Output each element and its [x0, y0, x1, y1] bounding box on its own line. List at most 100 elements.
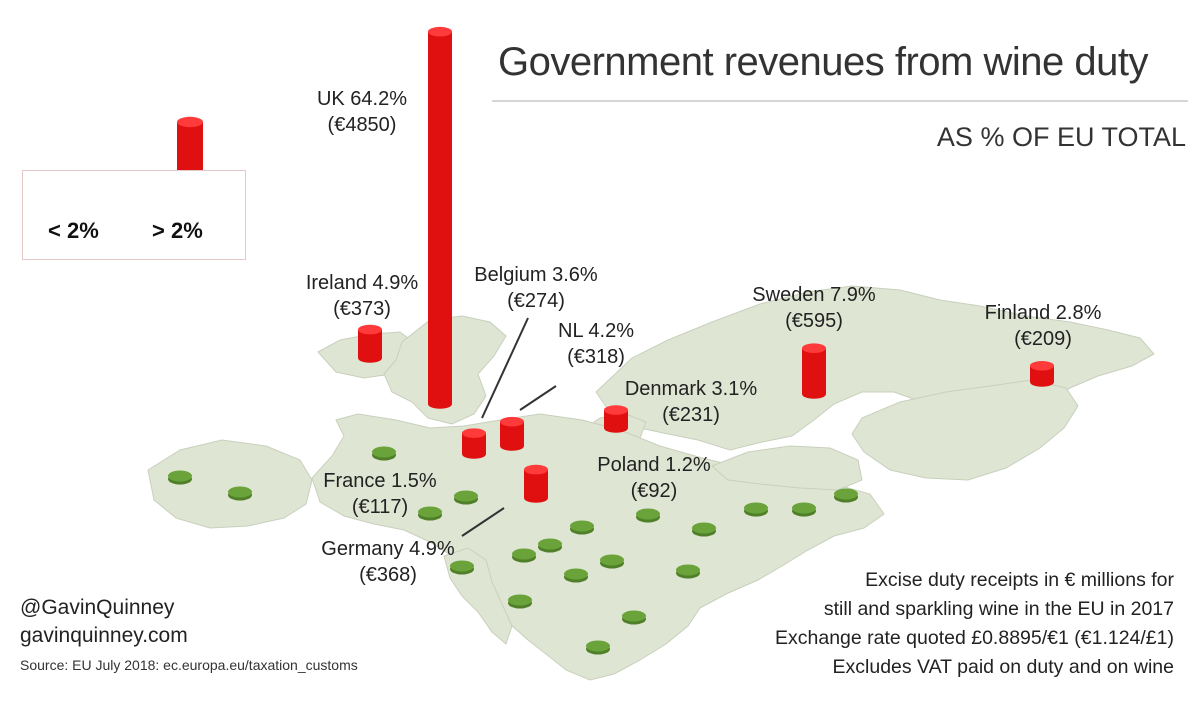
cylinder-germany: [524, 464, 548, 503]
green-marker: [538, 538, 562, 553]
green-marker: [450, 560, 474, 575]
cylinder-finland-base: [1030, 377, 1054, 387]
cylinder-denmark-base: [604, 423, 628, 433]
green-marker: [676, 564, 700, 579]
cylinder-belgium-body: [462, 433, 486, 454]
cylinder-sweden-body: [802, 348, 826, 394]
country-label-value: (€368): [359, 564, 417, 586]
cylinder-denmark-top: [604, 405, 628, 415]
green-marker-top: [450, 560, 474, 572]
legend-below-label: < 2%: [48, 218, 99, 243]
cylinder-uk-base: [428, 399, 452, 409]
legend-above-label: > 2%: [152, 218, 203, 243]
green-marker: [744, 502, 768, 517]
baltics-landmass: [711, 445, 863, 491]
green-marker-top: [538, 538, 562, 550]
cylinder-germany-top: [524, 464, 548, 475]
green-markers: [168, 446, 858, 655]
country-label-ireland: Ireland 4.9% (€373): [290, 270, 434, 322]
country-label-value: (€595): [785, 310, 843, 332]
green-marker: [564, 568, 588, 583]
country-label-value: (€318): [567, 346, 625, 368]
footnote-line: still and sparkling wine in the EU in 20…: [823, 598, 1174, 620]
country-label-name: Denmark 3.1%: [624, 378, 758, 400]
country-label-name: Sweden 7.9%: [752, 284, 876, 306]
country-label-denmark: Denmark 3.1% (€231): [610, 376, 772, 428]
cylinder-nl: [500, 416, 524, 451]
green-marker-top: [692, 522, 716, 534]
green-marker-top: [372, 446, 396, 458]
green-marker: [834, 488, 858, 503]
country-label-name: Poland 1.2%: [597, 454, 711, 476]
green-marker: [512, 548, 536, 563]
cylinder-denmark: [604, 405, 628, 433]
green-marker-top: [744, 502, 768, 514]
green-marker: [508, 594, 532, 609]
legend: [22, 170, 246, 260]
green-marker-top: [508, 594, 532, 606]
footnote-line: Excludes VAT paid on duty and on wine: [832, 656, 1174, 678]
cylinder-ireland-base: [358, 353, 382, 363]
cylinder-belgium-top: [462, 428, 486, 438]
green-marker: [570, 520, 594, 535]
green-marker-top: [418, 506, 442, 518]
green-marker-top: [570, 520, 594, 532]
nl-leader-line: [519, 385, 557, 411]
country-label-france: France 1.5% (€117): [306, 468, 454, 520]
country-label-name: France 1.5%: [323, 470, 437, 492]
cylinder-denmark-body: [604, 410, 628, 428]
green-marker: [692, 522, 716, 537]
germany-leader-line: [461, 507, 505, 537]
footnote-line: Exchange rate quoted £0.8895/€1 (€1.124/…: [775, 627, 1174, 649]
country-label-sweden: Sweden 7.9% (€595): [736, 282, 892, 334]
legend-red-cylinder-top: [177, 116, 203, 128]
country-label-name: Ireland 4.9%: [305, 272, 419, 294]
page-subtitle: AS % OF EU TOTAL: [936, 122, 1186, 152]
cylinder-uk: [428, 26, 452, 409]
country-label-finland: Finland 2.8% (€209): [968, 300, 1118, 352]
cylinder-nl-base: [500, 441, 524, 451]
cylinder-finland: [1030, 360, 1054, 387]
green-marker-top: [676, 564, 700, 576]
green-marker-top: [636, 508, 660, 520]
green-marker-top: [600, 554, 624, 566]
cylinder-belgium: [462, 428, 486, 459]
cylinder-ireland-top: [358, 324, 382, 335]
cylinder-sweden: [802, 343, 826, 399]
finland-landmass: [851, 379, 1079, 481]
country-label-name: Belgium 3.6%: [474, 264, 598, 286]
green-marker: [454, 490, 478, 505]
country-label-belgium: Belgium 3.6% (€274): [458, 262, 614, 314]
footnote-line: Excise duty receipts in € millions for: [865, 569, 1174, 591]
country-label-value: (€373): [333, 298, 391, 320]
green-marker: [372, 446, 396, 461]
red-cylinders: [358, 26, 1054, 503]
green-marker-top: [564, 568, 588, 580]
country-label-value: (€274): [507, 290, 565, 312]
country-label-value: (€117): [351, 496, 409, 518]
iberia-landmass: [147, 439, 313, 529]
green-marker-top: [586, 640, 610, 652]
cylinder-nl-top: [500, 416, 524, 427]
country-label-poland: Poland 1.2% (€92): [584, 452, 724, 504]
country-label-nl: NL 4.2% (€318): [528, 318, 664, 370]
green-marker: [622, 610, 646, 625]
green-marker: [418, 506, 442, 521]
country-label-name: Germany 4.9%: [321, 538, 455, 560]
cylinder-germany-base: [524, 493, 548, 503]
green-marker-top: [168, 470, 192, 482]
footnotes: Excise duty receipts in € millions for s…: [775, 566, 1174, 682]
belgium-leader-line: [481, 317, 529, 419]
title-divider: [492, 100, 1188, 102]
land-masses: [147, 285, 1155, 681]
green-marker-top: [834, 488, 858, 500]
cylinder-sweden-base: [802, 389, 826, 399]
green-marker: [228, 486, 252, 501]
green-marker-top: [792, 502, 816, 514]
country-label-value: (€92): [630, 480, 678, 502]
country-label-name: NL 4.2%: [558, 320, 634, 342]
country-label-germany: Germany 4.9% (€368): [304, 536, 472, 588]
country-label-name: Finland 2.8%: [984, 302, 1102, 324]
green-marker-top: [512, 548, 536, 560]
